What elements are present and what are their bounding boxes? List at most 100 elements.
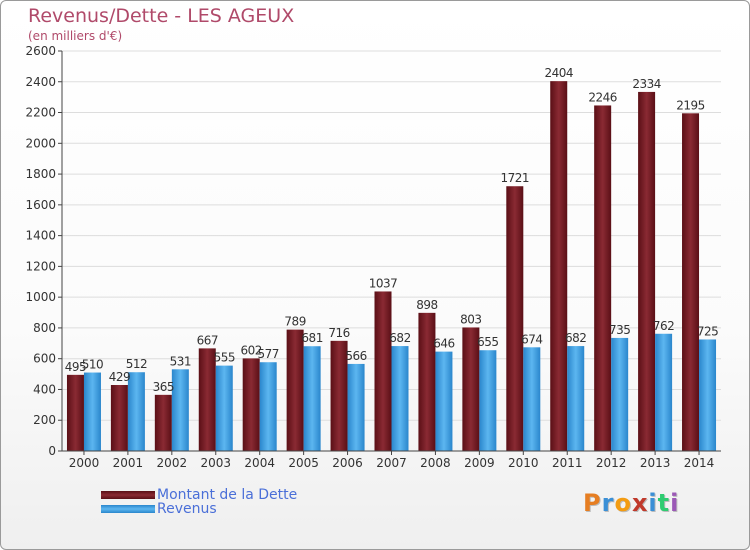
bar-revenus — [259, 362, 277, 451]
bar-dette — [550, 81, 568, 452]
y-tick-label: 800 — [33, 321, 56, 335]
data-label: 602 — [240, 343, 261, 357]
bar-revenus — [699, 339, 717, 451]
data-label: 2246 — [588, 90, 617, 104]
y-tick-label: 400 — [33, 382, 56, 396]
bar-revenus — [479, 350, 497, 451]
y-tick-label: 1200 — [25, 259, 56, 273]
data-label: 716 — [328, 326, 349, 340]
data-label: 577 — [257, 347, 278, 361]
bar-revenus — [611, 337, 629, 451]
data-label: 762 — [653, 319, 674, 333]
axes: 0 200 400 600 800 1000 1200 1400 1600 1800 2000 220… — [25, 44, 721, 470]
y-tick-label: 2400 — [25, 75, 56, 89]
data-label: 725 — [697, 324, 718, 338]
bar-dette — [682, 113, 700, 452]
data-label: 555 — [214, 351, 235, 365]
y-tick-label: 200 — [33, 413, 56, 427]
data-label: 510 — [82, 358, 103, 372]
bar-dette — [286, 329, 304, 451]
data-label: 682 — [565, 331, 586, 345]
bar-dette — [638, 91, 656, 451]
bar-dette — [242, 358, 260, 451]
bar-dette — [330, 340, 348, 451]
data-label: 789 — [284, 315, 305, 329]
x-tick-label: 2005 — [288, 456, 319, 470]
bar-dette — [462, 327, 480, 451]
x-tick-label: 2011 — [552, 456, 583, 470]
bar-revenus — [567, 346, 585, 451]
data-label: 2334 — [632, 77, 661, 91]
bar-revenus — [347, 363, 365, 451]
x-tick-label: 2009 — [464, 456, 495, 470]
x-tick-label: 2013 — [640, 456, 671, 470]
legend-swatch-dette — [101, 491, 155, 499]
data-label: 365 — [153, 380, 174, 394]
y-tick-label: 1800 — [25, 167, 56, 181]
bar-dette — [374, 291, 392, 451]
data-label: 1037 — [369, 276, 398, 290]
y-tick-label: 1600 — [25, 198, 56, 212]
data-label: 682 — [389, 331, 410, 345]
data-label: 898 — [416, 298, 437, 312]
x-tick-label: 2006 — [332, 456, 363, 470]
bar-revenus — [523, 347, 541, 451]
x-tick-label: 2002 — [157, 456, 188, 470]
data-label: 646 — [433, 337, 454, 351]
data-label: 655 — [477, 335, 498, 349]
data-label: 2195 — [676, 98, 705, 112]
x-tick-label: 2001 — [113, 456, 144, 470]
data-label: 681 — [301, 331, 322, 345]
y-tick-label: 1000 — [25, 290, 56, 304]
bars — [66, 81, 717, 452]
bar-dette — [154, 394, 172, 451]
data-label: 531 — [170, 354, 191, 368]
bar-revenus — [215, 365, 233, 451]
bar-dette — [66, 374, 84, 451]
y-tick-label: 2000 — [25, 136, 56, 150]
bar-dette — [110, 385, 128, 451]
x-tick-label: 2004 — [244, 456, 275, 470]
bar-dette — [506, 186, 524, 451]
data-label: 735 — [609, 323, 630, 337]
bar-revenus — [303, 346, 321, 451]
y-tick-label: 2600 — [25, 44, 56, 58]
data-label: 667 — [197, 333, 218, 347]
legend-label-revenus: Revenus — [157, 501, 217, 517]
bar-dette — [418, 312, 436, 451]
legend-item-dette: Montant de la Dette — [101, 487, 297, 503]
data-label: 429 — [109, 370, 130, 384]
proxiti-logo: Proxiti — [583, 489, 680, 517]
data-label: 2404 — [544, 66, 573, 80]
bar-revenus — [83, 372, 101, 451]
data-label: 512 — [126, 357, 147, 371]
bar-revenus — [655, 333, 673, 451]
x-tick-label: 2010 — [508, 456, 539, 470]
data-label: 566 — [345, 349, 366, 363]
x-tick-label: 2003 — [200, 456, 231, 470]
data-label: 674 — [521, 332, 542, 346]
legend-item-revenus: Revenus — [101, 501, 217, 517]
bar-dette — [198, 348, 216, 451]
x-tick-label: 2008 — [420, 456, 451, 470]
data-label: 495 — [65, 360, 86, 374]
bar-dette — [594, 105, 612, 451]
x-tick-label: 2014 — [684, 456, 715, 470]
y-tick-label: 0 — [48, 444, 56, 458]
bar-revenus — [171, 369, 189, 451]
y-tick-label: 600 — [33, 352, 56, 366]
data-label: 803 — [460, 312, 481, 326]
bar-revenus — [391, 346, 409, 451]
x-tick-label: 2012 — [596, 456, 627, 470]
bar-revenus — [435, 351, 453, 451]
x-tick-label: 2007 — [376, 456, 407, 470]
y-tick-label: 2200 — [25, 106, 56, 120]
chart-title: Revenus/Dette - LES AGEUX — [28, 5, 295, 27]
bar-revenus — [127, 372, 145, 451]
data-label: 1721 — [501, 171, 530, 185]
chart-subtitle: (en milliers d'€) — [28, 29, 123, 43]
y-tick-label: 1400 — [25, 229, 56, 243]
